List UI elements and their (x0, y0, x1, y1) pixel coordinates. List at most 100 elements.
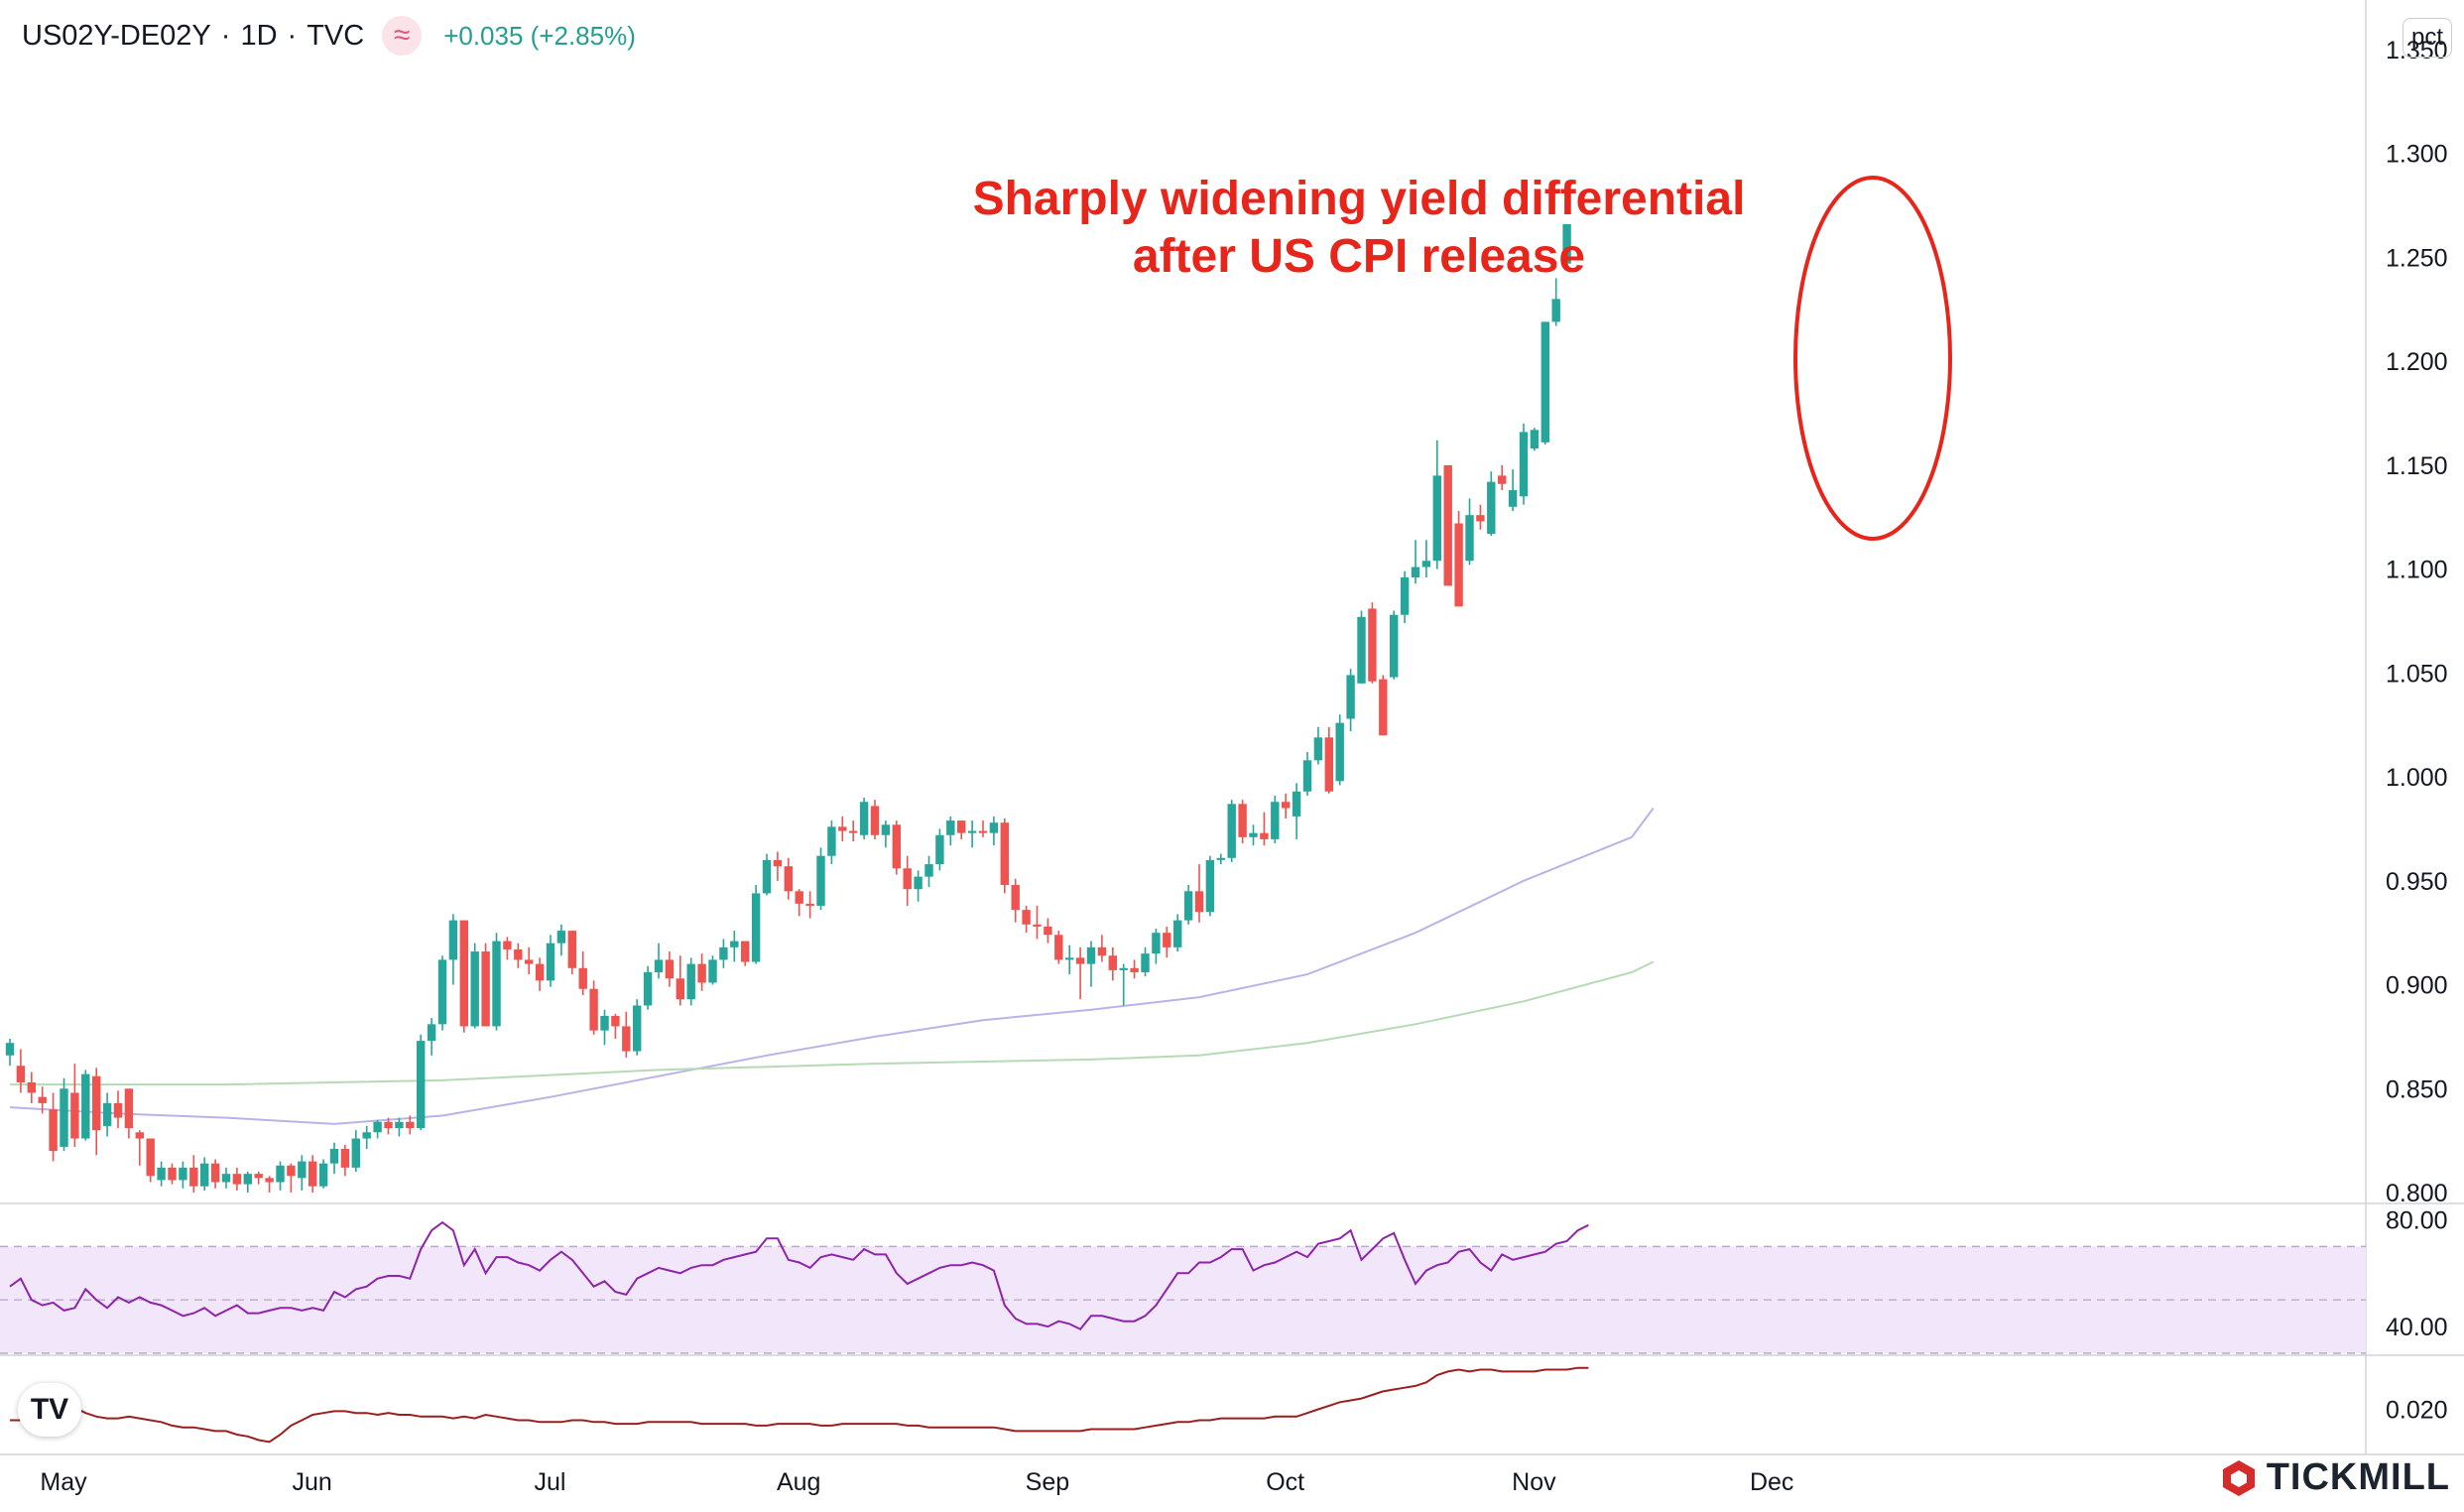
time-tick-label: Nov (1512, 1468, 1556, 1496)
candle-body (254, 1174, 263, 1179)
candle (146, 1138, 155, 1183)
candle (210, 1159, 220, 1189)
candle-body (1033, 924, 1042, 927)
candle (1443, 464, 1452, 586)
candle-body (287, 1165, 296, 1177)
candle (1421, 540, 1431, 578)
lower-indicator-pane (10, 1366, 1589, 1444)
candle (1324, 726, 1333, 794)
candle (816, 847, 825, 911)
candle-body (1368, 608, 1377, 682)
candle-body (676, 978, 684, 1000)
candle (200, 1157, 209, 1191)
candle-body (556, 931, 566, 944)
candle-body (1205, 859, 1215, 913)
candle (1173, 914, 1182, 952)
candle (470, 943, 479, 1029)
waves-icon[interactable]: ≈ (382, 16, 423, 56)
candle (697, 953, 706, 991)
candle (351, 1130, 360, 1173)
symbol-name[interactable]: US02Y-DE02Y (22, 19, 211, 52)
candle (1530, 428, 1540, 451)
candle (751, 885, 761, 964)
candle-body (935, 834, 944, 865)
interval-label[interactable]: 1D (240, 19, 278, 52)
annotation-circle (1793, 176, 1952, 541)
candle (1487, 471, 1496, 537)
candle (676, 955, 684, 1006)
candle-body (567, 931, 576, 968)
candle (924, 855, 933, 888)
candle-body (340, 1149, 350, 1168)
candle-body (276, 1165, 285, 1183)
candle-body (525, 959, 534, 964)
candle (762, 853, 772, 896)
candle (221, 1167, 231, 1189)
time-tick-label: Sep (1026, 1468, 1069, 1496)
candle (168, 1163, 177, 1185)
candle-body (838, 826, 847, 831)
candle-body (924, 864, 933, 877)
candle (287, 1163, 296, 1193)
candle-body (102, 1102, 112, 1126)
candle-body (1130, 967, 1139, 972)
candle-body (1454, 523, 1463, 607)
candle-body (1054, 935, 1063, 960)
candle-body (1357, 616, 1366, 684)
candle (102, 1092, 112, 1137)
candle (514, 943, 523, 968)
candle (600, 1009, 609, 1046)
candle-body (816, 855, 825, 906)
candle-body (351, 1138, 360, 1168)
candle (535, 957, 545, 991)
price-change: +0.035 (+2.85%) (443, 20, 636, 51)
candle (70, 1064, 79, 1147)
candle (1368, 602, 1377, 684)
chart-annotation: Sharply widening yield differential afte… (893, 171, 1825, 286)
candle-body (881, 824, 891, 835)
candle-body (751, 893, 761, 962)
candle-body (1487, 481, 1496, 535)
candle (503, 937, 512, 960)
candle-body (914, 876, 923, 890)
candle (276, 1161, 285, 1191)
candle (1000, 818, 1009, 894)
candle (406, 1115, 415, 1135)
candle (903, 855, 912, 906)
candle-body (146, 1138, 155, 1177)
candle-body (1227, 804, 1236, 858)
candle-body (784, 866, 793, 892)
candle-body (1519, 432, 1529, 497)
candle (654, 943, 664, 979)
candle-body (1022, 910, 1031, 925)
candle-body (1282, 802, 1291, 809)
candle-body (1476, 515, 1485, 522)
candle (611, 1013, 620, 1040)
candle-body (741, 941, 750, 962)
candle-body (1292, 791, 1301, 817)
candle-body (1400, 577, 1410, 615)
candle-body (1152, 933, 1161, 954)
candle-body (470, 951, 479, 1027)
unit-button[interactable]: pct (2402, 18, 2452, 58)
candle-body (232, 1174, 242, 1185)
candle (1086, 941, 1096, 987)
price-tick-label: 0.800 (2386, 1180, 2448, 1207)
candle (946, 816, 955, 846)
candle (459, 920, 468, 1033)
candle (243, 1172, 252, 1193)
candle-body (957, 820, 966, 833)
candle (1302, 751, 1312, 796)
candle (27, 1071, 36, 1103)
candle (1476, 504, 1485, 530)
candle-body (514, 948, 523, 960)
candle-body (708, 959, 717, 983)
separator-dot: · (287, 19, 298, 52)
price-tick-label: 0.900 (2386, 972, 2448, 1000)
candle (859, 798, 869, 839)
candle-body (27, 1081, 36, 1093)
candle-body (1551, 299, 1560, 322)
tradingview-logo-icon[interactable]: TV (18, 1383, 81, 1437)
candle (1011, 878, 1020, 923)
